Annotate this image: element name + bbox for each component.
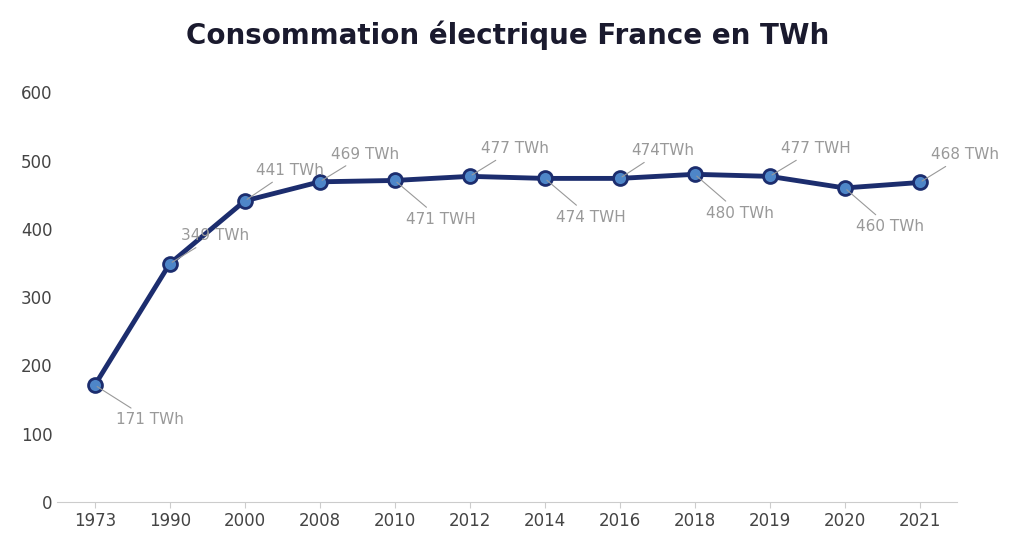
Text: 469 TWh: 469 TWh	[323, 147, 399, 180]
Text: 460 TWh: 460 TWh	[847, 190, 924, 234]
Text: 349 TWh: 349 TWh	[172, 229, 249, 262]
Text: 480 TWh: 480 TWh	[696, 176, 774, 221]
Title: Consommation électrique France en TWh: Consommation électrique France en TWh	[185, 21, 828, 50]
Text: 468 TWh: 468 TWh	[922, 147, 998, 181]
Text: 477 TWh: 477 TWh	[472, 141, 549, 175]
Text: 171 TWh: 171 TWh	[97, 387, 183, 428]
Text: 474 TWH: 474 TWH	[547, 180, 626, 225]
Text: 471 TWH: 471 TWH	[397, 182, 475, 227]
Text: 477 TWH: 477 TWH	[772, 141, 851, 175]
Text: 441 TWh: 441 TWh	[247, 163, 324, 199]
Text: 474TWh: 474TWh	[622, 143, 694, 177]
